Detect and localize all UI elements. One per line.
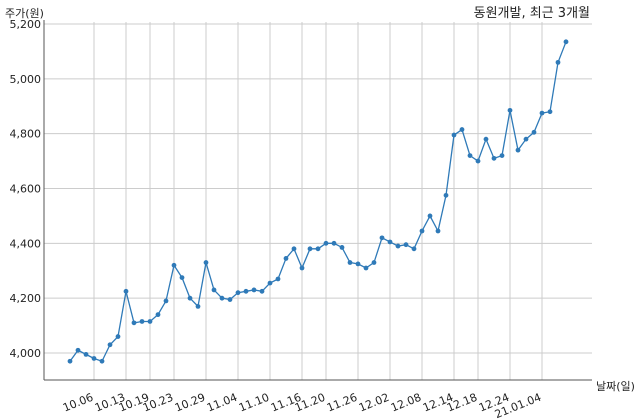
y-axis-ticks: 4,000 4,200 4,400 4,600 4,800 5,000 5,200 bbox=[10, 18, 42, 360]
data-point bbox=[523, 136, 529, 142]
y-tick-label: 4,600 bbox=[10, 183, 42, 196]
y-tick-label: 4,200 bbox=[10, 292, 42, 305]
y-axis-label: 주가(원) bbox=[5, 7, 44, 20]
data-point bbox=[67, 358, 73, 364]
data-point bbox=[275, 276, 281, 282]
data-point bbox=[395, 243, 401, 249]
data-point bbox=[531, 129, 537, 135]
x-tick-label: 12.02 bbox=[357, 391, 391, 415]
y-tick-label: 4,400 bbox=[10, 237, 42, 250]
data-point bbox=[155, 312, 161, 318]
x-axis-label: 날짜(일) bbox=[596, 379, 635, 393]
data-point bbox=[323, 240, 329, 246]
data-point bbox=[555, 59, 561, 65]
series-line bbox=[69, 41, 567, 363]
data-point bbox=[379, 235, 385, 241]
data-point bbox=[491, 155, 497, 161]
data-point bbox=[251, 287, 257, 293]
data-point bbox=[363, 265, 369, 271]
data-point bbox=[171, 262, 177, 268]
data-point bbox=[547, 109, 553, 115]
data-point bbox=[419, 228, 425, 234]
data-point bbox=[259, 288, 265, 294]
data-point bbox=[483, 136, 489, 142]
y-tick-label: 4,000 bbox=[10, 347, 42, 360]
data-point bbox=[211, 287, 217, 293]
x-tick-label: 11.04 bbox=[205, 391, 239, 415]
data-point bbox=[227, 297, 233, 302]
data-point bbox=[307, 246, 313, 252]
data-point bbox=[179, 275, 185, 281]
data-point bbox=[219, 295, 225, 301]
data-point bbox=[507, 107, 513, 113]
data-point bbox=[427, 213, 433, 219]
x-axis-ticks: 10.0610.1310.1910.2310.2911.0411.1011.16… bbox=[61, 391, 543, 419]
x-tick-label: 12.08 bbox=[389, 391, 423, 415]
data-point bbox=[203, 260, 209, 265]
data-point bbox=[539, 110, 545, 116]
data-point bbox=[299, 265, 305, 271]
data-point bbox=[163, 298, 169, 304]
x-tick-label: 11.10 bbox=[237, 391, 271, 415]
series-layer bbox=[67, 39, 569, 364]
data-point bbox=[107, 342, 113, 348]
y-tick-label: 5,200 bbox=[10, 18, 42, 31]
data-point bbox=[235, 290, 241, 296]
data-point bbox=[291, 246, 297, 252]
data-point bbox=[515, 147, 521, 153]
data-point bbox=[99, 358, 105, 364]
data-point bbox=[283, 256, 289, 261]
data-point bbox=[347, 260, 353, 265]
x-tick-label: 11.26 bbox=[325, 391, 359, 415]
data-point bbox=[467, 153, 473, 159]
data-point bbox=[355, 261, 361, 267]
data-point bbox=[475, 158, 481, 164]
data-point bbox=[139, 319, 145, 324]
data-point bbox=[115, 334, 121, 339]
data-point bbox=[459, 127, 465, 132]
data-point bbox=[123, 288, 129, 294]
y-tick-label: 4,800 bbox=[10, 128, 42, 141]
data-point bbox=[243, 288, 249, 294]
data-point bbox=[267, 280, 273, 286]
data-point bbox=[411, 246, 417, 252]
data-point bbox=[195, 303, 201, 309]
x-tick-label: 10.29 bbox=[173, 391, 207, 415]
axes bbox=[43, 20, 592, 381]
data-point bbox=[131, 320, 137, 326]
data-point bbox=[339, 245, 345, 250]
data-point bbox=[443, 192, 449, 198]
data-point bbox=[75, 347, 81, 353]
data-point bbox=[91, 356, 97, 361]
data-point bbox=[315, 246, 321, 252]
data-point bbox=[147, 319, 153, 324]
data-point bbox=[83, 351, 89, 357]
y-tick-label: 5,000 bbox=[10, 73, 42, 86]
data-point bbox=[187, 295, 193, 301]
data-point bbox=[435, 228, 441, 234]
x-tick-label: 10.06 bbox=[61, 391, 95, 415]
data-point bbox=[451, 132, 457, 138]
data-point bbox=[499, 153, 505, 159]
data-point bbox=[387, 239, 393, 245]
data-point bbox=[371, 260, 377, 265]
data-point bbox=[563, 39, 569, 45]
data-point bbox=[331, 240, 337, 246]
data-point bbox=[403, 242, 409, 248]
chart-title: 동원개발, 최근 3개월 bbox=[474, 6, 590, 21]
grid bbox=[44, 22, 592, 380]
